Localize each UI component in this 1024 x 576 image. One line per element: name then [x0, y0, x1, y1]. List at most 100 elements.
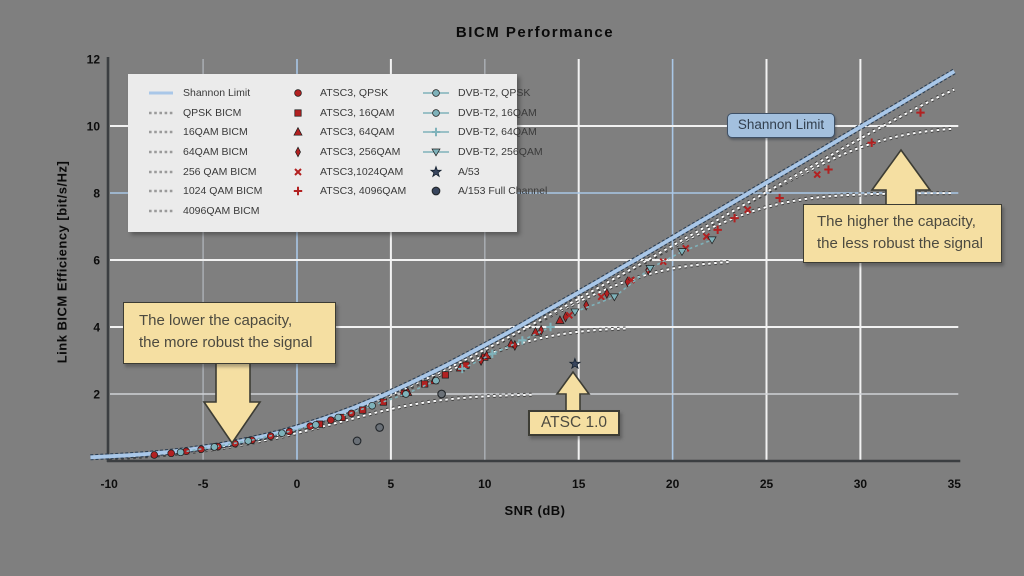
- data-point-DVB-T2, QPSK: [210, 443, 219, 451]
- x-tick-label-0: 0: [294, 477, 301, 491]
- x-tick-label-35: 35: [948, 477, 962, 491]
- legend-item: DVB-T2, 16QAM: [421, 103, 537, 123]
- line-plus-teal: [431, 128, 441, 137]
- chart-title: BICM Performance: [455, 24, 615, 41]
- data-point-ATSC3, 16QAM: [441, 371, 449, 379]
- legend-item: 64QAM BICM: [146, 142, 283, 162]
- dash-gray-swatch: [149, 111, 173, 114]
- legend-item-label: 64QAM BICM: [183, 145, 248, 158]
- x-tick-label-30: 30: [854, 477, 868, 491]
- scatter-layer: [150, 108, 925, 459]
- data-point-DVB-T2, 16QAM: [402, 390, 410, 398]
- data-point-DVB-T2, QPSK: [312, 421, 320, 429]
- square-red: [294, 108, 302, 117]
- callout-line: The higher the capacity,: [817, 213, 976, 230]
- legend-column-2: ATSC3, QPSK ATSC3, 16QAM ATSC3, 64QAM ATSC3…: [283, 83, 421, 232]
- data-point-ATSC3, 256QAM: [511, 339, 518, 351]
- bicm-curve-10: [109, 127, 955, 459]
- line-blue-swatch: [149, 91, 173, 95]
- dash-gray-swatch: [149, 150, 173, 154]
- data-point-DVB-T2, QPSK: [244, 437, 252, 445]
- data-point-ATSC3, 4096QAM: [824, 165, 833, 174]
- callout-atsc10: ATSC 1.0: [528, 410, 620, 436]
- legend-item-label: DVB-T2, 64QAM: [458, 126, 537, 139]
- series-line-DVB-T2, 256QAM: [574, 239, 713, 313]
- line-circle-teal-swatch: [423, 89, 449, 97]
- dash-gray-swatch: [149, 130, 173, 134]
- legend-item: DVB-T2, QPSK: [421, 83, 530, 103]
- legend-item-label: ATSC3,1024QAM: [320, 165, 404, 178]
- data-point-DVB-T2, 256QAM: [609, 293, 619, 302]
- legend-item: 4096QAM BICM: [146, 201, 283, 221]
- data-point-ATSC3, 4096QAM: [867, 138, 876, 147]
- data-point-ATSC3, 16QAM: [421, 380, 429, 388]
- data-point-ATSC3, 256QAM: [478, 354, 484, 367]
- x-tick-label-10: 10: [478, 477, 492, 491]
- line-tridown-teal: [431, 148, 441, 157]
- legend-item: ATSC3, 64QAM: [283, 122, 421, 142]
- line-tridown-teal-swatch: [423, 148, 449, 157]
- legend-item-label: ATSC3, 4096QAM: [320, 185, 407, 198]
- circle-red: [294, 89, 302, 97]
- legend-item-label: DVB-T2, QPSK: [458, 86, 531, 99]
- data-point-ATSC3, 256QAM: [583, 299, 590, 311]
- x-red-swatch: [294, 167, 302, 176]
- x-axis-label: SNR (dB): [504, 503, 566, 518]
- y-tick-label-10: 10: [87, 120, 101, 134]
- dash-gray-swatch: [149, 170, 173, 173]
- legend-item: 16QAM BICM: [146, 122, 283, 142]
- data-point-ATSC3, 16QAM: [359, 406, 367, 414]
- data-point-A/153 Full Channel: [352, 436, 362, 446]
- data-point-A/153 Full Channel: [375, 423, 384, 432]
- legend-item-label: Shannon Limit: [183, 86, 251, 99]
- triangle-red: [293, 127, 303, 136]
- atsc10-arrow-up: [555, 370, 591, 413]
- x-tick-label-25: 25: [760, 477, 774, 491]
- legend-item: ATSC3,1024QAM: [283, 162, 421, 182]
- line-circle-teal: [432, 108, 440, 117]
- legend-item-label: ATSC3, 16QAM: [320, 106, 395, 119]
- legend-item: ATSC3, QPSK: [283, 83, 421, 103]
- data-point-ATSC3, QPSK: [167, 449, 175, 458]
- data-point-ATSC3, 4096QAM: [916, 108, 925, 117]
- y-tick-label-2: 2: [93, 388, 100, 402]
- line-plus-teal-swatch: [423, 128, 449, 137]
- square-red-swatch: [294, 108, 302, 117]
- data-point-ATSC3, QPSK: [327, 416, 335, 424]
- y-tick-label-6: 6: [93, 254, 100, 268]
- dash-gray-swatch: [149, 189, 173, 193]
- y-tick-label-8: 8: [93, 187, 100, 201]
- data-point-DVB-T2, 16QAM: [432, 376, 440, 385]
- data-point-DVB-T2, 16QAM: [334, 413, 343, 422]
- circle-red-swatch: [294, 89, 302, 97]
- x-tick-label-15: 15: [572, 477, 586, 491]
- legend-item-label: QPSK BICM: [183, 106, 242, 119]
- plus-red: [293, 187, 303, 196]
- data-point-DVB-T2, 64QAM: [518, 336, 527, 345]
- plus-red-swatch: [293, 187, 303, 196]
- data-point-DVB-T2, 16QAM: [368, 401, 376, 410]
- callout-arrow-up: [870, 148, 932, 209]
- legend-item: 1024 QAM BICM: [146, 181, 283, 201]
- legend-item-label: 1024 QAM BICM: [183, 185, 263, 198]
- data-point-ATSC3, 256QAM: [624, 276, 631, 288]
- line-circle-teal-swatch: [423, 108, 449, 117]
- legend-item: ATSC3, 256QAM: [283, 142, 421, 162]
- data-point-ATSC3, 64QAM: [530, 326, 541, 336]
- data-point-DVB-T2, 256QAM: [570, 308, 580, 317]
- triangle-red-swatch: [293, 127, 303, 136]
- x-tick-label-20: 20: [666, 477, 680, 491]
- data-point-DVB-T2, 256QAM: [707, 236, 717, 245]
- legend-item: DVB-T2, 256QAM: [421, 142, 543, 162]
- legend-item-label: DVB-T2, 256QAM: [458, 145, 543, 158]
- data-point-ATSC3,1024QAM: [597, 293, 605, 301]
- legend-item-label: ATSC3, 64QAM: [320, 126, 395, 139]
- data-point-A/153 Full Channel: [437, 389, 446, 399]
- legend-item: Shannon Limit: [146, 83, 283, 103]
- series-line-DVB-T2, 64QAM: [461, 326, 551, 370]
- callout-line: The lower the capacity,: [139, 312, 293, 329]
- legend-item: A/153 Full Channel: [421, 181, 547, 201]
- x-red: [294, 167, 302, 176]
- legend-item: ATSC3, 4096QAM: [283, 181, 421, 201]
- legend-item: A/53: [421, 162, 517, 182]
